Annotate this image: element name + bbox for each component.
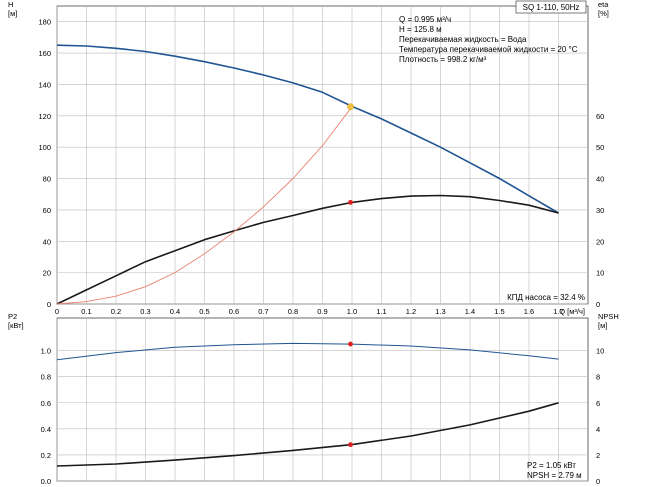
info-line: Температура перекачиваемой жидкости = 20… bbox=[399, 45, 578, 54]
y-right-tick-label: 10 bbox=[596, 269, 604, 278]
y-left-tick-label: 100 bbox=[38, 143, 51, 152]
efficiency-point-marker bbox=[348, 199, 353, 205]
y-left-tick-label: 0.6 bbox=[41, 399, 51, 408]
x-tick-label: 1.1 bbox=[376, 307, 386, 316]
info-line: P2 = 1.05 кВт bbox=[527, 461, 576, 470]
y-right-tick-label: 10 bbox=[596, 347, 604, 356]
y-left-tick-label: 120 bbox=[38, 112, 51, 121]
y-right-tick-label: 0 bbox=[596, 477, 600, 486]
info-line: Q = 0.995 м³/ч bbox=[399, 15, 451, 24]
chart-title: SQ 1-110, 50Hz bbox=[523, 3, 580, 12]
y-right-axis-title: eta bbox=[598, 0, 609, 9]
y-right-tick-label: 40 bbox=[596, 175, 604, 184]
x-tick-label: 0.9 bbox=[317, 307, 327, 316]
x-tick-label: 1.5 bbox=[494, 307, 504, 316]
x-tick-label: 0.5 bbox=[199, 307, 209, 316]
x-axis-title: Q [м³/ч] bbox=[559, 307, 585, 316]
y-left-tick-label: 80 bbox=[43, 175, 51, 184]
series-p2-line bbox=[56, 342, 559, 361]
y-right-tick-label: 4 bbox=[596, 425, 600, 434]
title-box bbox=[515, 0, 587, 14]
p2-point-marker bbox=[348, 341, 353, 347]
y-right-axis-unit: [%] bbox=[598, 9, 609, 18]
info-line: Перекачиваемая жидкость = Вода bbox=[399, 35, 527, 44]
x-tick-label: 0.7 bbox=[258, 307, 268, 316]
y-right-tick-label: 60 bbox=[596, 112, 604, 121]
operating-point-marker bbox=[347, 103, 354, 110]
y-right-tick-label: 20 bbox=[596, 237, 604, 246]
power-npsh-chart: 0.0 0.2 0.4 0.6 0.8 1.0 0 2 4 6 8 10 P2[кВт] NPSH[м] P… bbox=[8, 312, 619, 486]
x-tick-label: 0.3 bbox=[140, 307, 150, 316]
series-h-line bbox=[56, 44, 559, 214]
y-right-tick-label: 8 bbox=[596, 373, 600, 382]
y-right-tick-label: 50 bbox=[596, 143, 604, 152]
y-left-tick-label: 0.8 bbox=[41, 373, 51, 382]
y-left-tick-label: 160 bbox=[38, 49, 51, 58]
x-tick-label: 1.0 bbox=[347, 307, 357, 316]
y-left-tick-label: 1.0 bbox=[41, 347, 51, 356]
x-tick-label: 1.3 bbox=[435, 307, 445, 316]
y-left-axis-unit: [кВт] bbox=[8, 321, 24, 330]
y-right-tick-label: 30 bbox=[596, 206, 604, 215]
y-left-tick-label: 180 bbox=[38, 18, 51, 27]
y-left-axis-unit: [м] bbox=[8, 9, 17, 18]
series-system-line bbox=[56, 106, 353, 305]
info-line: Плотность = 998.2 кг/м³ bbox=[399, 55, 487, 64]
series-eta-line bbox=[56, 194, 559, 305]
x-tick-label: 1.7 bbox=[553, 307, 563, 316]
y-left-tick-label: 0.0 bbox=[41, 477, 51, 486]
x-tick-label: 0.8 bbox=[288, 307, 298, 316]
x-tick-label: 0.1 bbox=[81, 307, 91, 316]
y-left-tick-label: 0.4 bbox=[41, 425, 51, 434]
y-right-axis-unit: [м] bbox=[598, 321, 607, 330]
y-left-axis-title: H bbox=[8, 0, 13, 9]
y-left-tick-label: 40 bbox=[43, 237, 51, 246]
series-npsh-line bbox=[56, 402, 559, 467]
y-left-axis-title: P2 bbox=[8, 312, 17, 321]
info-line: NPSH = 2.79 м bbox=[527, 471, 582, 480]
x-tick-label: 1.4 bbox=[465, 307, 475, 316]
x-tick-label: 0 bbox=[55, 307, 59, 316]
x-tick-label: 0.6 bbox=[229, 307, 239, 316]
y-right-tick-label: 2 bbox=[596, 451, 600, 460]
y-left-tick-label: 0.2 bbox=[41, 451, 51, 460]
y-left-tick-label: 140 bbox=[38, 80, 51, 89]
y-right-axis-title: NPSH bbox=[598, 312, 619, 321]
y-left-tick-label: 60 bbox=[43, 206, 51, 215]
npsh-point-marker bbox=[348, 442, 353, 448]
x-tick-label: 1.2 bbox=[406, 307, 416, 316]
x-tick-label: 0.2 bbox=[111, 307, 121, 316]
x-tick-label: 0.4 bbox=[170, 307, 180, 316]
y-left-tick-label: 20 bbox=[43, 269, 51, 278]
y-right-tick-label: 0 bbox=[596, 300, 600, 309]
y-right-tick-label: 6 bbox=[596, 399, 600, 408]
x-tick-label: 1.6 bbox=[524, 307, 534, 316]
y-left-tick-label: 0 bbox=[47, 300, 51, 309]
efficiency-annotation: КПД насоса = 32.4 % bbox=[507, 293, 585, 302]
performance-chart: 0 0.1 0.2 0.3 0.4 0.5 0.6 0.7 0.8 0.9 1.0 1.1 1.2 1.3… bbox=[8, 0, 609, 316]
info-line: H = 125.8 м bbox=[399, 25, 442, 34]
